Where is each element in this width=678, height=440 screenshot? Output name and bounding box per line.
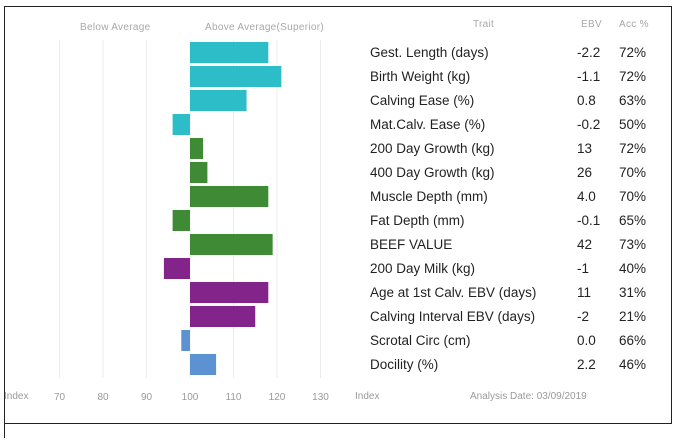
trait-row-ebv: -1 <box>577 260 590 276</box>
trait-row: Muscle Depth (mm) 4.0 70% <box>370 184 660 208</box>
x-tick-label: 130 <box>312 392 329 403</box>
trait-row-acc: 50% <box>619 116 647 132</box>
bar-birth-weight-kg <box>190 66 282 87</box>
trait-row-acc: 70% <box>619 188 647 204</box>
bar-muscle-depth-mm <box>190 186 269 207</box>
trait-row-ebv: 26 <box>577 164 593 180</box>
x-tick-label: 70 <box>54 392 66 403</box>
trait-row: 400 Day Growth (kg) 26 70% <box>370 160 660 184</box>
trait-row: 200 Day Growth (kg) 13 72% <box>370 136 660 160</box>
acc-column-header: Acc % <box>619 19 649 30</box>
trait-row-ebv: -0.2 <box>577 116 601 132</box>
trait-row-trait: Calving Interval EBV (days) <box>370 308 536 324</box>
trait-row-trait: BEEF VALUE <box>370 236 453 252</box>
trait-row-trait: Docility (%) <box>370 356 439 372</box>
trait-row: Age at 1st Calv. EBV (days) 11 31% <box>370 280 660 304</box>
trait-row: Mat.Calv. Ease (%) -0.2 50% <box>370 112 660 136</box>
trait-row-trait: Mat.Calv. Ease (%) <box>370 116 486 132</box>
trait-row-ebv: -0.1 <box>577 212 601 228</box>
trait-row-trait: Calving Ease (%) <box>370 92 475 108</box>
trait-row-trait: Muscle Depth (mm) <box>370 188 488 204</box>
trait-row: Docility (%) 2.2 46% <box>370 352 660 376</box>
above-average-header: Above Average(Superior) <box>205 22 325 33</box>
trait-row-acc: 40% <box>619 260 647 276</box>
trait-column-header: Trait <box>473 19 495 30</box>
trait-row-trait: Gest. Length (days) <box>370 44 489 60</box>
ebv-column-header: EBV <box>581 19 602 30</box>
frame-edge-line <box>4 424 5 438</box>
bar-calving-interval-ebv-days <box>190 306 256 327</box>
trait-row: Scrotal Circ (cm) 0.0 66% <box>370 328 660 352</box>
trait-row-trait: Fat Depth (mm) <box>370 212 465 228</box>
x-tick-label: 100 <box>182 392 199 403</box>
trait-row-acc: 70% <box>619 164 647 180</box>
trait-row: 200 Day Milk (kg) -1 40% <box>370 256 660 280</box>
bar-400-day-growth-kg <box>190 162 208 183</box>
trait-row-trait: 400 Day Growth (kg) <box>370 164 495 180</box>
trait-row: Fat Depth (mm) -0.1 65% <box>370 208 660 232</box>
trait-row-acc: 66% <box>619 332 647 348</box>
bar-fat-depth-mm <box>172 210 190 231</box>
trait-row-acc: 21% <box>619 308 647 324</box>
trait-row-acc: 73% <box>619 236 647 252</box>
bar-age-at-1st-calv-ebv-days <box>190 282 269 303</box>
trait-row-ebv: 0.0 <box>577 332 596 348</box>
below-average-header: Below Average <box>80 22 151 33</box>
chart-frame <box>4 6 672 424</box>
trait-row-ebv: -2 <box>577 308 590 324</box>
trait-row-acc: 63% <box>619 92 647 108</box>
bar-200-day-milk-kg <box>163 258 190 279</box>
trait-row-trait: Birth Weight (kg) <box>370 68 471 84</box>
x-tick-label: 110 <box>226 392 242 403</box>
trait-row-ebv: 13 <box>577 140 593 156</box>
trait-row-acc: 46% <box>619 356 647 372</box>
analysis-date: Analysis Date: 03/09/2019 <box>470 391 587 402</box>
trait-row-trait: 200 Day Milk (kg) <box>370 260 476 276</box>
x-tick-label: 120 <box>269 392 286 403</box>
trait-row-ebv: -1.1 <box>577 68 601 84</box>
trait-row: Calving Interval EBV (days) -2 21% <box>370 304 660 328</box>
trait-row-ebv: 2.2 <box>577 356 596 372</box>
trait-row-ebv: -2.2 <box>577 44 601 60</box>
trait-row-trait: 200 Day Growth (kg) <box>370 140 495 156</box>
trait-row-acc: 72% <box>619 140 647 156</box>
bar-gest-length-days <box>190 42 269 63</box>
bar-scrotal-circ-cm <box>181 330 190 351</box>
bar-beef-value <box>190 234 273 255</box>
bar-200-day-growth-kg <box>190 138 204 159</box>
index-axis-label-right: Index <box>355 391 380 402</box>
bar-mat-calv-ease <box>172 114 190 135</box>
trait-row-acc: 31% <box>619 284 647 300</box>
bar-docility <box>190 354 217 375</box>
trait-row: Gest. Length (days) -2.2 72% <box>370 40 660 64</box>
trait-row-ebv: 4.0 <box>577 188 596 204</box>
trait-row-acc: 65% <box>619 212 647 228</box>
trait-row-trait: Age at 1st Calv. EBV (days) <box>370 284 537 300</box>
x-tick-label: 90 <box>141 392 153 403</box>
bar-calving-ease <box>190 90 247 111</box>
trait-row-acc: 72% <box>619 68 647 84</box>
trait-row: Calving Ease (%) 0.8 63% <box>370 88 660 112</box>
trait-row-ebv: 42 <box>577 236 593 252</box>
trait-row: BEEF VALUE 42 73% <box>370 232 660 256</box>
index-axis-label-left: Index <box>4 391 29 402</box>
trait-row-ebv: 0.8 <box>577 92 596 108</box>
trait-row-acc: 72% <box>619 44 647 60</box>
trait-row-ebv: 11 <box>577 284 592 300</box>
x-tick-label: 80 <box>97 392 109 403</box>
trait-row: Birth Weight (kg) -1.1 72% <box>370 64 660 88</box>
trait-row-trait: Scrotal Circ (cm) <box>370 332 471 348</box>
